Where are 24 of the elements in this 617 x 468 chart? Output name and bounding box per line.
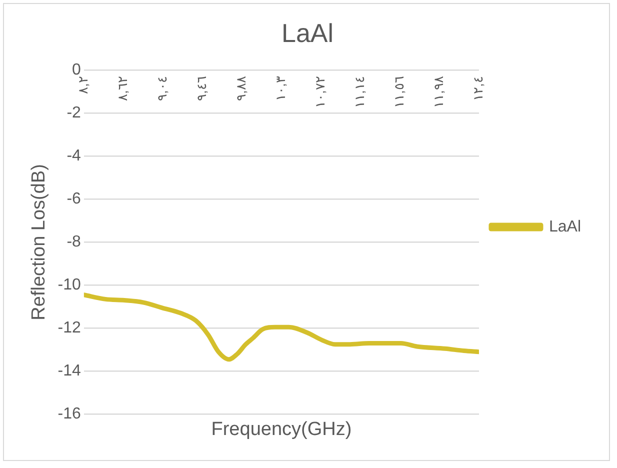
x-tick-label: ١١,٩٨ [431, 76, 446, 108]
y-tick-label: -6 [66, 190, 82, 208]
x-tick-label: ٩,٤٦ [194, 76, 210, 101]
x-tick-label: ٨,٢ [76, 76, 91, 94]
x-axis-title: Frequency(GHz) [211, 418, 352, 440]
x-tick-label: ١١,٥٦ [392, 76, 407, 108]
y-tick-label: -4 [66, 148, 82, 165]
y-tick-label: -12 [58, 320, 82, 337]
x-tick-label: ١٠,٧٢ [312, 76, 328, 108]
x-tick-label: ٨,٦٢ [115, 76, 130, 101]
x-tick-label: ١٢,٤ [470, 76, 486, 101]
x-tick-label: ١١,١٤ [352, 76, 368, 108]
x-tick-label: ٩,٠٤ [154, 76, 170, 101]
chart-title: LaAl [281, 18, 334, 48]
y-tick-label: -2 [66, 104, 82, 122]
x-tick-label: ٩,٨٨ [234, 76, 249, 101]
y-tick-label: -14 [58, 362, 82, 380]
y-axis-title: Reflection Los(dB) [28, 164, 50, 320]
y-tick-label: -10 [58, 276, 82, 294]
line-series [84, 292, 479, 362]
x-tick-label: ١٠,٣ [273, 76, 288, 101]
y-tick-label: -8 [66, 234, 82, 251]
y-tick-label: -16 [58, 406, 82, 423]
legend-label: LaAl [548, 218, 582, 236]
